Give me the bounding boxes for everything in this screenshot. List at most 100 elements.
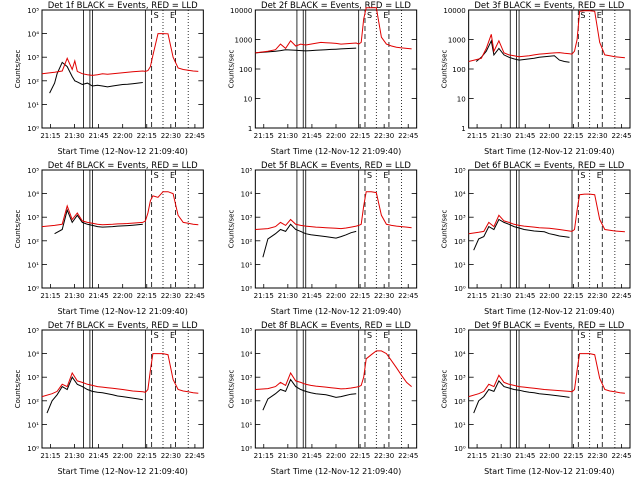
marker-label: S <box>367 171 372 180</box>
plot-frame <box>254 169 418 289</box>
x-tick-label: 22:15 <box>350 132 370 140</box>
y-tick-label: 100 <box>239 66 252 74</box>
y-tick-label: 1000 <box>448 37 466 45</box>
plot-frame <box>254 329 418 449</box>
x-tick-label: 22:45 <box>611 452 631 460</box>
marker-label: E <box>383 171 388 180</box>
x-tick-label: 22:45 <box>185 452 205 460</box>
plot-frame <box>468 329 631 449</box>
x-tick-label: 22:45 <box>398 452 418 460</box>
x-axis-label: Start Time (12-Nov-12 21:09:40) <box>57 307 187 316</box>
x-tick-label: 22:00 <box>326 452 346 460</box>
x-tick-label: 21:45 <box>302 452 322 460</box>
y-tick-label: 10⁴ <box>454 351 466 359</box>
marker-label: S <box>154 171 159 180</box>
y-tick-label: 10⁴ <box>27 351 39 359</box>
marker-label: E <box>597 11 602 20</box>
y-tick-label: 10¹ <box>241 421 253 429</box>
y-tick-label: 10⁰ <box>241 285 253 293</box>
x-tick-label: 22:00 <box>113 132 133 140</box>
y-tick-label: 10² <box>27 398 39 406</box>
x-tick-label: 22:30 <box>587 452 607 460</box>
y-tick-label: 10² <box>241 398 253 406</box>
x-tick-label: 21:15 <box>40 452 60 460</box>
y-tick-label: 10000 <box>230 7 252 15</box>
x-tick-label: 22:15 <box>563 132 583 140</box>
y-tick-label: 10⁰ <box>454 285 466 293</box>
chart-panel-6: Det 6f BLACK = Events, RED = LLD Counts/s… <box>441 161 632 316</box>
y-tick-label: 10² <box>454 398 466 406</box>
x-tick-label: 22:15 <box>563 292 583 300</box>
marker-label: S <box>580 331 585 340</box>
chart-title: Det 2f BLACK = Events, RED = LLD <box>261 1 411 11</box>
y-axis-label: Counts/sec <box>441 210 449 249</box>
chart-title: Det 5f BLACK = Events, RED = LLD <box>261 161 411 171</box>
x-tick-label: 22:15 <box>563 452 583 460</box>
marker-label: E <box>383 11 388 20</box>
y-tick-label: 10⁰ <box>27 285 39 293</box>
y-tick-label: 10000 <box>443 7 465 15</box>
series-line-lld <box>41 33 199 76</box>
x-tick-label: 22:30 <box>374 452 394 460</box>
x-tick-label: 21:15 <box>40 292 60 300</box>
x-tick-label: 22:00 <box>539 132 559 140</box>
y-tick-label: 10 <box>243 96 252 104</box>
y-axis-label: Counts/sec <box>14 370 22 409</box>
y-axis-label: Counts/sec <box>14 210 22 249</box>
chart-panel-9: Det 9f BLACK = Events, RED = LLD Counts/s… <box>441 321 632 476</box>
series-line-lld <box>468 193 625 235</box>
x-tick-label: 22:45 <box>611 132 631 140</box>
chart-title: Det 6f BLACK = Events, RED = LLD <box>474 161 624 171</box>
x-tick-label: 21:30 <box>64 452 84 460</box>
y-tick-label: 10⁴ <box>241 191 253 199</box>
x-tick-label: 21:30 <box>491 292 511 300</box>
y-axis-label: Counts/sec <box>227 370 235 409</box>
y-tick-label: 10¹ <box>27 261 39 269</box>
y-tick-label: 10¹ <box>27 421 39 429</box>
x-tick-label: 22:45 <box>398 132 418 140</box>
x-tick-label: 21:45 <box>302 132 322 140</box>
x-axis-label: Start Time (12-Nov-12 21:09:40) <box>271 307 401 316</box>
x-tick-label: 21:15 <box>254 132 274 140</box>
x-tick-label: 22:30 <box>161 132 181 140</box>
x-tick-label: 21:45 <box>88 292 108 300</box>
x-tick-label: 21:45 <box>302 292 322 300</box>
y-tick-label: 1000 <box>235 37 253 45</box>
x-tick-label: 22:00 <box>539 292 559 300</box>
y-tick-label: 10³ <box>27 374 39 382</box>
y-tick-label: 10⁵ <box>241 327 253 335</box>
x-axis-label: Start Time (12-Nov-12 21:09:40) <box>484 147 614 156</box>
y-tick-label: 10 <box>457 96 466 104</box>
y-tick-label: 10⁵ <box>454 327 466 335</box>
x-tick-label: 22:00 <box>326 292 346 300</box>
y-tick-label: 10⁵ <box>27 327 39 335</box>
y-tick-label: 10² <box>241 238 253 246</box>
x-tick-label: 22:45 <box>185 292 205 300</box>
series-line-events <box>473 380 570 414</box>
y-tick-label: 10⁵ <box>241 167 253 175</box>
plot-frame <box>468 9 631 129</box>
chart-panel-8: Det 8f BLACK = Events, RED = LLD Counts/s… <box>227 321 418 476</box>
series-line-lld <box>41 353 199 398</box>
y-tick-label: 10¹ <box>241 261 253 269</box>
y-tick-label: 10² <box>27 238 39 246</box>
chart-title: Det 9f BLACK = Events, RED = LLD <box>474 321 624 331</box>
y-tick-label: 10⁰ <box>27 125 39 133</box>
y-axis-label: Counts/sec <box>227 210 235 249</box>
x-tick-label: 21:30 <box>64 292 84 300</box>
y-axis-label: Counts/sec <box>14 50 22 89</box>
series-line-lld <box>41 191 199 228</box>
x-tick-label: 22:00 <box>326 132 346 140</box>
y-tick-label: 10³ <box>241 374 253 382</box>
x-tick-label: 21:30 <box>278 132 298 140</box>
marker-label: S <box>367 11 372 20</box>
marker-label: E <box>597 171 602 180</box>
y-tick-label: 10⁰ <box>241 445 253 453</box>
y-tick-label: 10⁵ <box>27 7 39 15</box>
marker-label: S <box>367 331 372 340</box>
chart-panel-5: Det 5f BLACK = Events, RED = LLD Counts/s… <box>227 161 418 316</box>
plot-frame <box>41 9 204 129</box>
series-line-lld <box>255 350 412 390</box>
x-tick-label: 21:15 <box>254 452 274 460</box>
marker-label: E <box>597 331 602 340</box>
